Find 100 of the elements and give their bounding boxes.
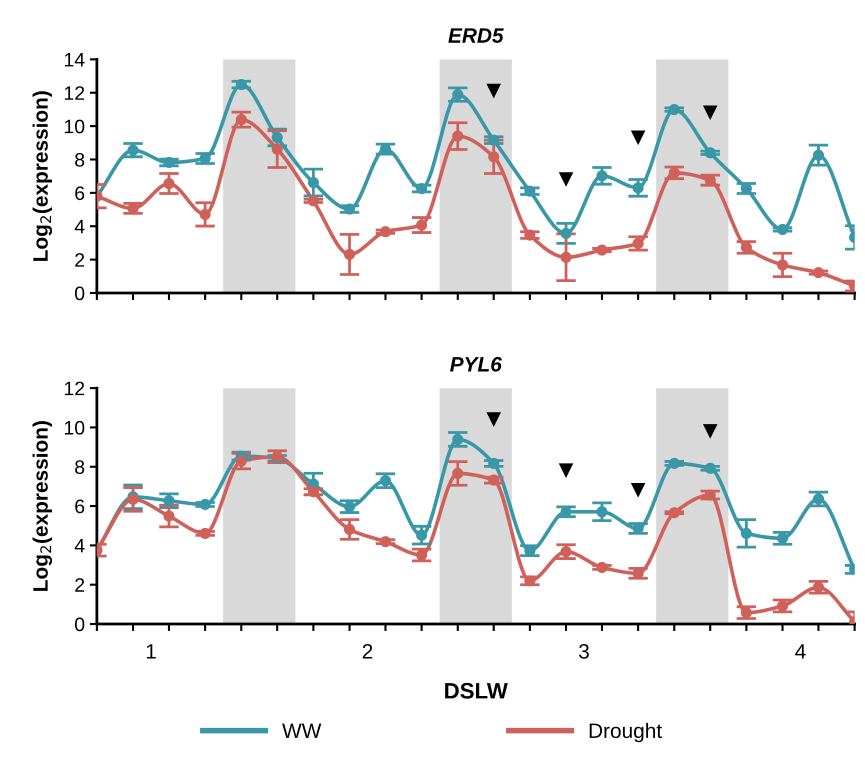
y-tick-label: 4 [74, 539, 85, 552]
point [163, 495, 175, 506]
point [416, 549, 428, 561]
point [344, 203, 356, 215]
point [630, 130, 646, 146]
point [163, 178, 175, 190]
point [236, 114, 247, 126]
point [558, 463, 574, 478]
point [702, 424, 718, 439]
point [236, 455, 247, 467]
y-axis-title: Log$_{2}$(expression) [32, 91, 52, 261]
point [308, 176, 319, 188]
point [380, 226, 392, 238]
point [200, 498, 211, 510]
point [486, 84, 502, 98]
point [163, 156, 175, 168]
legend-label: Drought [590, 722, 662, 742]
chart-title: PYL6 [450, 356, 502, 372]
point [163, 510, 175, 522]
point [380, 536, 392, 548]
point [596, 506, 608, 518]
point [416, 530, 428, 541]
point [632, 238, 644, 249]
point [668, 458, 680, 469]
point [488, 458, 500, 469]
point [740, 607, 752, 618]
point [380, 475, 392, 486]
point [344, 524, 356, 536]
point [127, 144, 139, 156]
y-tick-label: 10 [64, 420, 84, 435]
point [416, 182, 428, 194]
point [704, 147, 716, 158]
point [704, 462, 716, 474]
y-tick-label: 6 [75, 500, 84, 514]
point [236, 79, 247, 90]
y-tick-label: 2 [75, 578, 84, 592]
y-axis-title: Log$_{2}$(expression) [32, 421, 52, 591]
point [596, 244, 608, 256]
point [524, 186, 536, 197]
point [596, 170, 608, 182]
point [416, 220, 428, 231]
point [630, 483, 646, 498]
point [524, 230, 536, 241]
y-tick-label: 6 [75, 186, 84, 200]
point [452, 434, 464, 445]
y-tick-label: 8 [75, 152, 84, 167]
point [488, 151, 500, 162]
point [776, 224, 788, 235]
y-tick-label: 12 [64, 86, 84, 100]
point [452, 130, 464, 142]
point [452, 89, 464, 100]
point [488, 134, 500, 146]
point [812, 582, 824, 593]
point [308, 195, 319, 206]
point [776, 532, 788, 544]
y-tick-label: 0 [75, 617, 84, 632]
point [702, 105, 718, 120]
point [776, 600, 788, 612]
x-tick-label: 4 [795, 644, 806, 659]
point [452, 468, 464, 479]
point [740, 242, 752, 253]
point [632, 182, 644, 194]
point [812, 493, 824, 505]
y-tick-label: 10 [64, 120, 84, 134]
y-tick-label: 0 [75, 286, 84, 300]
x-tick-label: 2 [362, 644, 372, 659]
point [812, 150, 824, 161]
point [308, 486, 319, 498]
point [272, 144, 283, 155]
x-axis-title: DSLW [445, 682, 508, 699]
point [524, 575, 536, 586]
point [488, 474, 500, 486]
y-tick-label: 12 [64, 382, 84, 396]
y-tick-label: 14 [64, 53, 85, 66]
point [486, 412, 502, 427]
point [668, 167, 680, 178]
point [200, 528, 211, 539]
point [344, 501, 356, 512]
y-tick-label: 8 [75, 460, 84, 474]
y-tick-label: 2 [75, 253, 84, 267]
chart-title: ERD5 [448, 28, 504, 43]
point [812, 267, 824, 278]
x-tick-label: 3 [579, 644, 589, 659]
point [560, 252, 572, 263]
point [560, 546, 572, 558]
point [668, 507, 680, 518]
x-tick-label: 1 [146, 644, 156, 659]
point [740, 528, 752, 539]
point [272, 132, 283, 144]
legend-label: WW [282, 724, 322, 738]
point [127, 494, 139, 505]
point [776, 259, 788, 271]
point [344, 248, 356, 260]
point [560, 228, 572, 239]
point [596, 562, 608, 573]
point [558, 172, 574, 187]
point [200, 208, 211, 220]
point [668, 104, 680, 116]
point [704, 490, 716, 501]
y-tick-label: 4 [74, 220, 85, 234]
